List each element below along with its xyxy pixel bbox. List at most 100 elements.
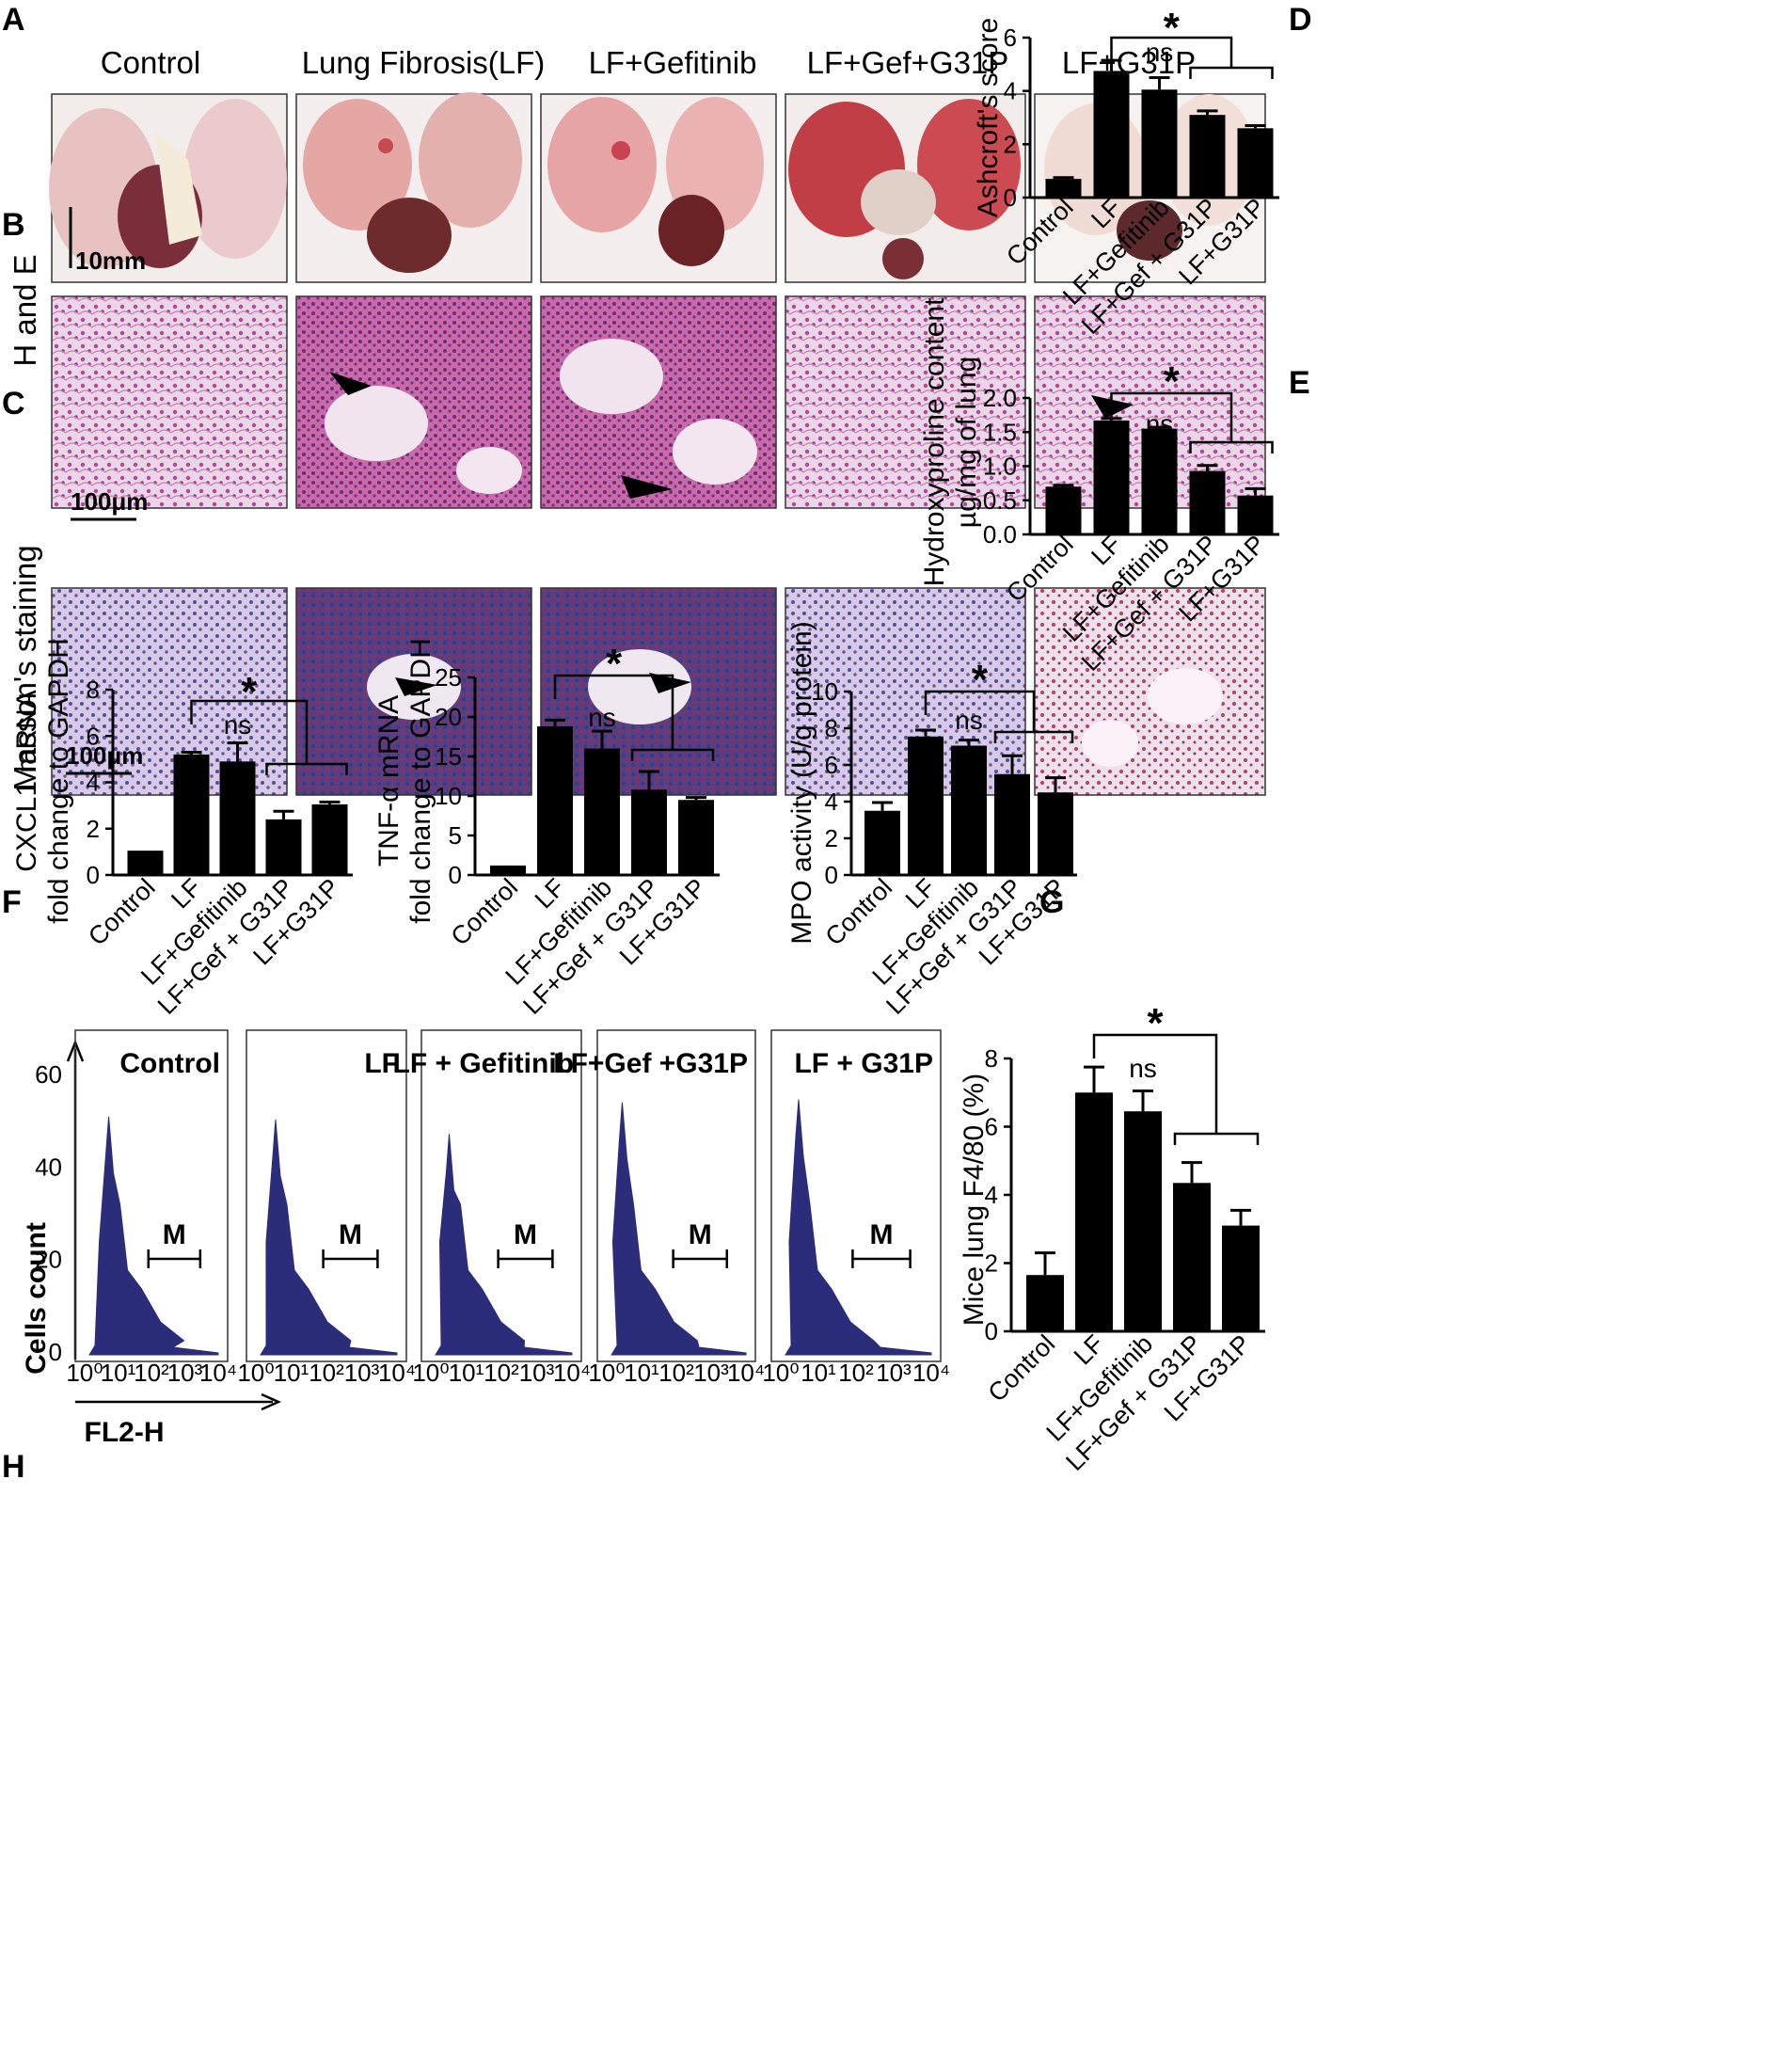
bar xyxy=(1124,1111,1162,1331)
significance-ns: ns xyxy=(588,703,616,732)
significance-bracket xyxy=(1110,391,1233,442)
significance-bracket xyxy=(924,690,1036,732)
bar xyxy=(311,803,348,875)
scale-bar-masson: 100μm xyxy=(66,741,143,770)
y-tick-label: 8 xyxy=(87,676,100,704)
flow-panel-frame xyxy=(770,1029,942,1362)
masson-image-control xyxy=(51,587,288,796)
y-tick-label: 6 xyxy=(985,1113,998,1141)
flow-x-tick-label: 10⁴ xyxy=(553,1359,591,1387)
panel-label-f: F xyxy=(2,884,22,920)
flow-x-tick-label: 10⁴ xyxy=(727,1359,765,1387)
significance-bracket xyxy=(1092,1033,1218,1134)
bar xyxy=(1237,495,1274,534)
flow-x-tick-label: 10⁰ xyxy=(412,1359,449,1387)
significance-ns: ns xyxy=(1146,38,1174,67)
y-tick-label: 4 xyxy=(1004,77,1017,105)
gate-label: M xyxy=(163,1219,186,1250)
y-tick-label: 2.0 xyxy=(983,384,1017,412)
flow-x-tick-label: 10³ xyxy=(344,1359,380,1387)
bar xyxy=(1038,792,1073,875)
y-tick-label: 20 xyxy=(435,703,462,731)
y-tick-label: 0 xyxy=(985,1317,998,1345)
y-tick-label: 1.0 xyxy=(983,453,1017,481)
flow-histogram xyxy=(785,1099,932,1356)
flow-y-label: Cells count xyxy=(21,1222,52,1375)
y-axis-label: CXCL1 mRNA xyxy=(11,690,42,871)
gross-photo-gef-g31p xyxy=(785,93,1026,283)
gross-photo-lf xyxy=(295,92,532,283)
flow-x-tick-label: 10² xyxy=(309,1359,344,1387)
bar xyxy=(1173,1183,1211,1331)
y-tick-label: 8 xyxy=(825,714,838,742)
scale-bar-gross: 10mm xyxy=(75,247,146,275)
flow-histogram xyxy=(435,1134,573,1356)
bar xyxy=(173,754,210,875)
y-axis-label: Mice lung F4/80 (%) xyxy=(959,1074,990,1326)
significance-star: * xyxy=(241,669,258,715)
y-tick-label: 15 xyxy=(435,742,462,771)
flow-x-tick-label: 10³ xyxy=(876,1359,912,1387)
flow-x-tick-label: 10¹ xyxy=(449,1359,484,1387)
panel-label-c: C xyxy=(2,386,25,422)
flow-y-tick-label: 20 xyxy=(35,1246,62,1274)
row-label-he: H and E xyxy=(8,254,42,366)
y-tick-label: 2 xyxy=(87,815,100,843)
masson-image-gefitinib xyxy=(540,587,777,796)
bar xyxy=(490,865,526,875)
panel-label-d: D xyxy=(1289,2,1312,38)
group-header-gefitinib: LF+Gefitinib xyxy=(589,45,757,80)
bar xyxy=(908,736,944,875)
group-bracket xyxy=(1189,66,1274,79)
flow-histogram xyxy=(88,1116,219,1356)
gate-label: M xyxy=(514,1219,537,1250)
flow-panel-frame xyxy=(596,1029,756,1362)
bar xyxy=(1045,179,1082,198)
group-bracket xyxy=(993,730,1074,743)
flow-panel-title: LF xyxy=(364,1048,399,1079)
y-tick-label: 2 xyxy=(985,1249,998,1278)
significance-ns: ns xyxy=(224,710,252,740)
flow-x-tick-label: 10⁰ xyxy=(66,1359,103,1387)
he-image-control xyxy=(51,295,288,509)
y-tick-label: 6 xyxy=(825,751,838,779)
significance-star: * xyxy=(606,641,623,687)
flow-x-tick-label: 10¹ xyxy=(101,1359,136,1387)
flow-x-tick-label: 10¹ xyxy=(624,1359,659,1387)
y-tick-label: 10 xyxy=(811,677,838,706)
y-tick-label: 1.5 xyxy=(983,418,1017,446)
y-tick-label: 5 xyxy=(449,821,462,850)
flow-x-tick-label: 10³ xyxy=(167,1359,203,1387)
bar xyxy=(584,748,620,875)
significance-star: * xyxy=(1147,1000,1164,1046)
y-axis-label: Hydroxyproline content xyxy=(919,297,950,586)
significance-ns: ns xyxy=(1146,409,1174,438)
bar xyxy=(1237,128,1274,198)
group-bracket xyxy=(1173,1132,1260,1145)
flow-y-tick-label: 0 xyxy=(49,1338,62,1366)
y-tick-label: 0.0 xyxy=(983,520,1017,549)
y-tick-label: 4 xyxy=(825,787,838,816)
flow-panel-title: LF+Gef +G31P xyxy=(553,1048,748,1079)
y-tick-label: 6 xyxy=(1004,24,1017,52)
gross-photo-control xyxy=(49,93,288,283)
flow-x-tick-label: 10⁴ xyxy=(912,1359,950,1387)
bar xyxy=(1075,1092,1113,1331)
flow-panel-frame xyxy=(246,1029,407,1362)
masson-image-g31p xyxy=(1034,587,1266,796)
flow-x-tick-label: 10³ xyxy=(519,1359,555,1387)
y-tick-label: 4 xyxy=(87,769,100,797)
flow-panel-frame xyxy=(420,1029,582,1362)
flow-y-tick-label: 40 xyxy=(35,1153,62,1181)
he-image-lf xyxy=(295,295,532,509)
bar xyxy=(265,819,302,875)
y-tick-label: 0 xyxy=(449,861,462,889)
flow-x-tick-label: 10⁴ xyxy=(199,1359,237,1387)
y-axis-label: fold change to GAPDH xyxy=(43,638,74,924)
flow-x-tick-label: 10¹ xyxy=(274,1359,309,1387)
bar xyxy=(864,810,900,875)
panel-label-e: E xyxy=(1289,365,1310,401)
bar xyxy=(1189,470,1226,534)
